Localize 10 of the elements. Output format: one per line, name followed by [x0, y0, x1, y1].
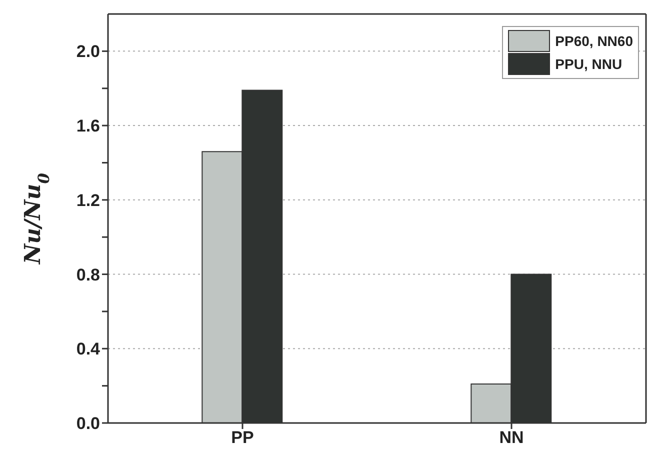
- x-tick-label: NN: [499, 428, 524, 448]
- y-tick-label: 0.4: [76, 340, 101, 359]
- y-tick-label: 1.6: [76, 116, 100, 136]
- y-tick-label: 0.0: [76, 414, 100, 434]
- y-tick-label: 2.0: [76, 42, 100, 62]
- y-tick-label: 1.2: [76, 190, 100, 210]
- legend-label: PP60, NN60: [555, 33, 633, 49]
- y-tick-label: 0.8: [76, 265, 100, 284]
- legend-label: PPU, NNU: [555, 56, 622, 72]
- x-tick-label: PP: [231, 428, 254, 448]
